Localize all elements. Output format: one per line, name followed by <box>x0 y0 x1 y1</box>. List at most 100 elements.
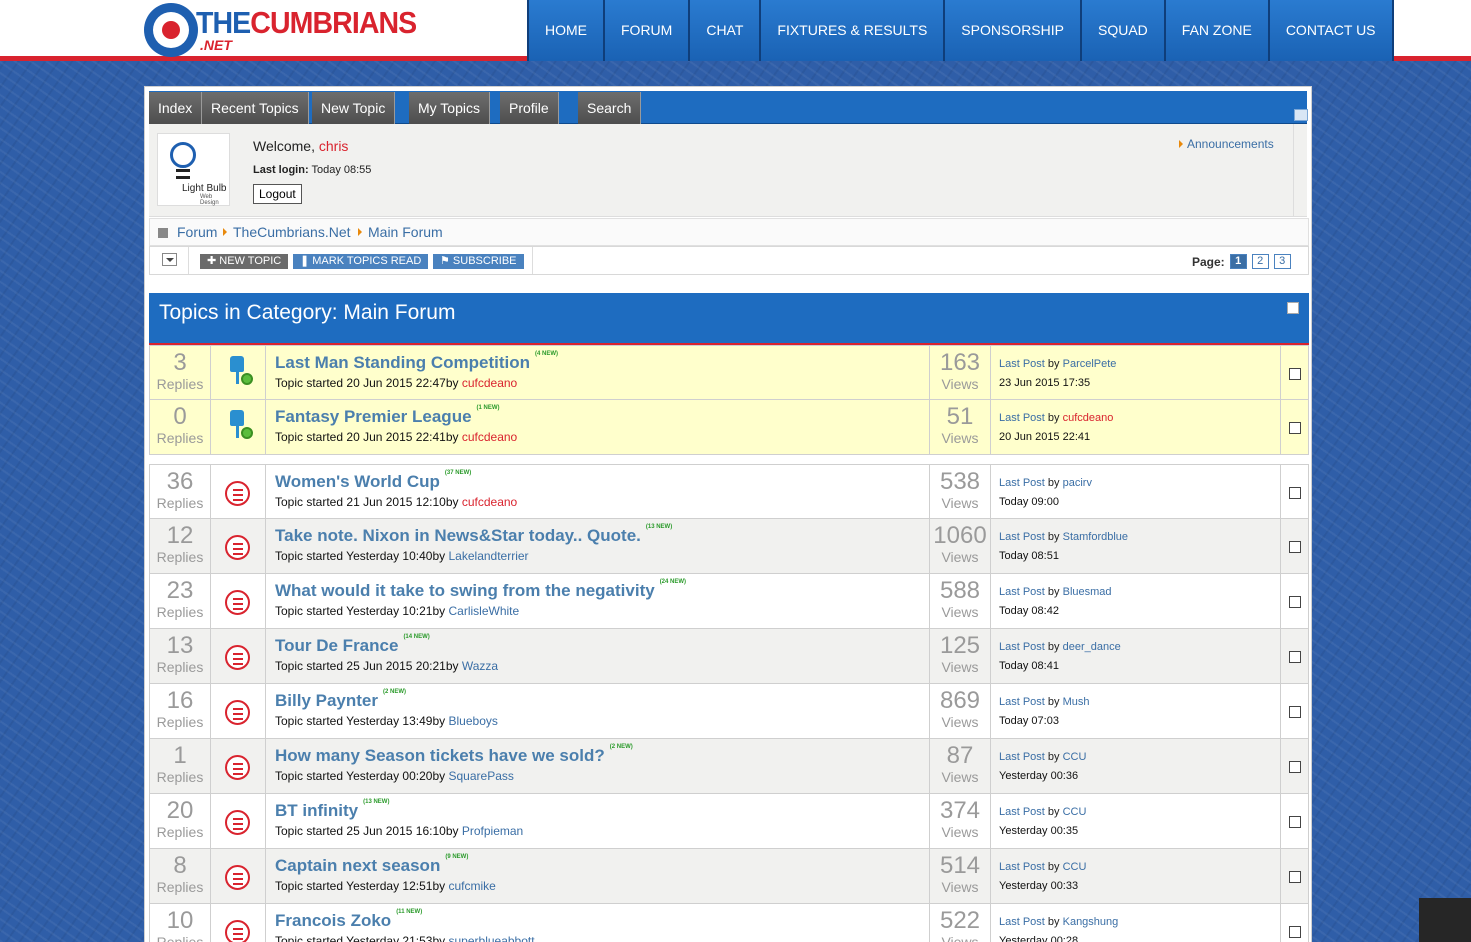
page-1-button[interactable]: 1 <box>1229 254 1247 269</box>
topic-select-checkbox[interactable] <box>1289 706 1301 718</box>
scroll-to-top-button[interactable] <box>1419 898 1471 942</box>
topic-list-icon <box>225 920 250 942</box>
last-poster-link[interactable]: Kangshung <box>1062 916 1119 928</box>
topic-title-link[interactable]: Billy Paynter <box>275 691 378 710</box>
tab-profile[interactable]: Profile <box>500 92 559 124</box>
last-poster-link[interactable]: Mush <box>1062 696 1090 708</box>
topic-select-checkbox[interactable] <box>1289 368 1301 380</box>
nav-item-fan-zone[interactable]: FAN ZONE <box>1165 0 1270 61</box>
page-3-button[interactable]: 3 <box>1273 254 1291 269</box>
tab-index[interactable]: Index <box>149 92 203 124</box>
starter-link[interactable]: cufcdeano <box>461 495 518 509</box>
breadcrumb-main-forum[interactable]: Main Forum <box>368 224 443 240</box>
starter-link[interactable]: CarlisleWhite <box>448 604 520 618</box>
topic-title-link[interactable]: Francois Zoko <box>275 911 392 930</box>
nav-item-squad[interactable]: SQUAD <box>1082 0 1166 61</box>
last-post-link[interactable]: Last Post <box>999 358 1045 370</box>
select-all-checkbox[interactable] <box>1287 302 1299 314</box>
last-post-link[interactable]: Last Post <box>999 751 1045 763</box>
topic-title-link[interactable]: Captain next season <box>275 856 441 875</box>
nav-item-chat[interactable]: CHAT <box>690 0 762 61</box>
nav-item-sponsorship[interactable]: SPONSORSHIP <box>945 0 1082 61</box>
topic-select-checkbox[interactable] <box>1289 761 1301 773</box>
topic-title-link[interactable]: BT infinity <box>275 801 359 820</box>
starter-link[interactable]: SquarePass <box>448 769 514 783</box>
last-post-link[interactable]: Last Post <box>999 696 1045 708</box>
last-post-link[interactable]: Last Post <box>999 586 1045 598</box>
topic-select-checkbox[interactable] <box>1289 422 1301 434</box>
last-poster-link[interactable]: CCU <box>1062 806 1087 818</box>
tab-my-topics[interactable]: My Topics <box>409 92 490 124</box>
starter-link[interactable]: Wazza <box>461 659 499 673</box>
topic-select-checkbox[interactable] <box>1289 926 1301 938</box>
topic-select-checkbox[interactable] <box>1289 596 1301 608</box>
last-poster-link[interactable]: pacirv <box>1062 477 1092 489</box>
starter-link[interactable]: Lakelandterrier <box>448 549 529 563</box>
avatar[interactable]: Light Bulb Web Design <box>157 133 230 206</box>
new-posts-badge[interactable]: (1 NEW) <box>476 405 500 412</box>
new-posts-badge[interactable]: (2 NEW) <box>383 689 406 696</box>
new-posts-badge[interactable]: (9 NEW) <box>445 854 469 861</box>
topic-title-link[interactable]: How many Season tickets have we sold? <box>275 746 605 765</box>
topic-select-checkbox[interactable] <box>1289 651 1301 663</box>
new-posts-badge[interactable]: (13 NEW) <box>363 799 390 806</box>
last-poster-link[interactable]: CCU <box>1062 751 1087 763</box>
tab-new-topic[interactable]: New Topic <box>312 92 396 124</box>
new-posts-badge[interactable]: (37 NEW) <box>444 470 472 477</box>
site-logo[interactable]: THECUMBRIANS .NET <box>144 3 417 57</box>
topic-title-link[interactable]: Women's World Cup <box>275 472 440 491</box>
nav-item-forum[interactable]: FORUM <box>605 0 691 61</box>
last-post-link[interactable]: Last Post <box>999 806 1045 818</box>
new-posts-badge[interactable]: (11 NEW) <box>396 909 423 916</box>
nav-item-contact-us[interactable]: CONTACT US <box>1269 0 1394 61</box>
new-posts-badge[interactable]: (2 NEW) <box>609 744 633 751</box>
starter-link[interactable]: cufcdeano <box>461 430 518 444</box>
topic-title-link[interactable]: Fantasy Premier League <box>275 407 472 426</box>
breadcrumb-site[interactable]: TheCumbrians.Net <box>233 224 351 240</box>
starter-link[interactable]: superblueabbott <box>448 934 535 942</box>
nav-item-home[interactable]: HOME <box>529 0 605 61</box>
topic-title-link[interactable]: Tour De France <box>275 636 399 655</box>
starter-link[interactable]: Blueboys <box>448 714 498 728</box>
last-poster-link[interactable]: Stamfordblue <box>1062 531 1129 543</box>
topic-select-checkbox[interactable] <box>1289 487 1301 499</box>
starter-link[interactable]: cufcdeano <box>461 376 518 390</box>
last-post-link[interactable]: Last Post <box>999 916 1045 928</box>
select-cell <box>1281 519 1309 574</box>
new-posts-badge[interactable]: (24 NEW) <box>659 579 687 586</box>
new-posts-badge[interactable]: (4 NEW) <box>535 351 558 358</box>
announcements-link[interactable]: Announcements <box>1179 137 1274 151</box>
topic-select-checkbox[interactable] <box>1289 816 1301 828</box>
nav-item-fixtures-results[interactable]: FIXTURES & RESULTS <box>761 0 946 61</box>
starter-link[interactable]: Profpieman <box>461 824 524 838</box>
topic-select-checkbox[interactable] <box>1289 541 1301 553</box>
new-topic-button[interactable]: ✚ NEW TOPIC <box>200 254 289 269</box>
last-poster-link[interactable]: CCU <box>1062 861 1087 873</box>
subscribe-button[interactable]: ⚑ SUBSCRIBE <box>433 254 524 269</box>
last-poster-link[interactable]: cufcdeano <box>1062 412 1114 424</box>
last-post-link[interactable]: Last Post <box>999 531 1045 543</box>
tab-search[interactable]: Search <box>578 92 642 124</box>
last-poster-link[interactable]: Bluesmad <box>1062 586 1112 598</box>
last-post-link[interactable]: Last Post <box>999 641 1045 653</box>
mark-topics-read-button[interactable]: ❚ MARK TOPICS READ <box>293 254 429 269</box>
breadcrumb-forum[interactable]: Forum <box>177 224 218 240</box>
topic-title-link[interactable]: What would it take to swing from the neg… <box>275 581 655 600</box>
last-poster-link[interactable]: ParcelPete <box>1062 358 1117 370</box>
last-post-link[interactable]: Last Post <box>999 861 1045 873</box>
last-post-link[interactable]: Last Post <box>999 477 1045 489</box>
last-poster-link[interactable]: deer_dance <box>1062 641 1121 653</box>
collapse-icon[interactable] <box>1294 109 1308 121</box>
topic-title-link[interactable]: Last Man Standing Competition <box>275 353 530 372</box>
tab-recent-topics[interactable]: Recent Topics <box>202 92 309 124</box>
topic-title-link[interactable]: Take note. Nixon in News&Star today.. Qu… <box>275 526 641 545</box>
starter-link[interactable]: cufcmike <box>448 879 496 893</box>
username-link[interactable]: chris <box>318 138 349 154</box>
dropdown-toggle-icon[interactable] <box>162 253 177 266</box>
new-posts-badge[interactable]: (13 NEW) <box>645 524 673 531</box>
page-2-button[interactable]: 2 <box>1251 254 1269 269</box>
new-posts-badge[interactable]: (14 NEW) <box>403 634 430 641</box>
topic-select-checkbox[interactable] <box>1289 871 1301 883</box>
logout-button[interactable]: Logout <box>253 184 302 204</box>
last-post-link[interactable]: Last Post <box>999 412 1045 424</box>
